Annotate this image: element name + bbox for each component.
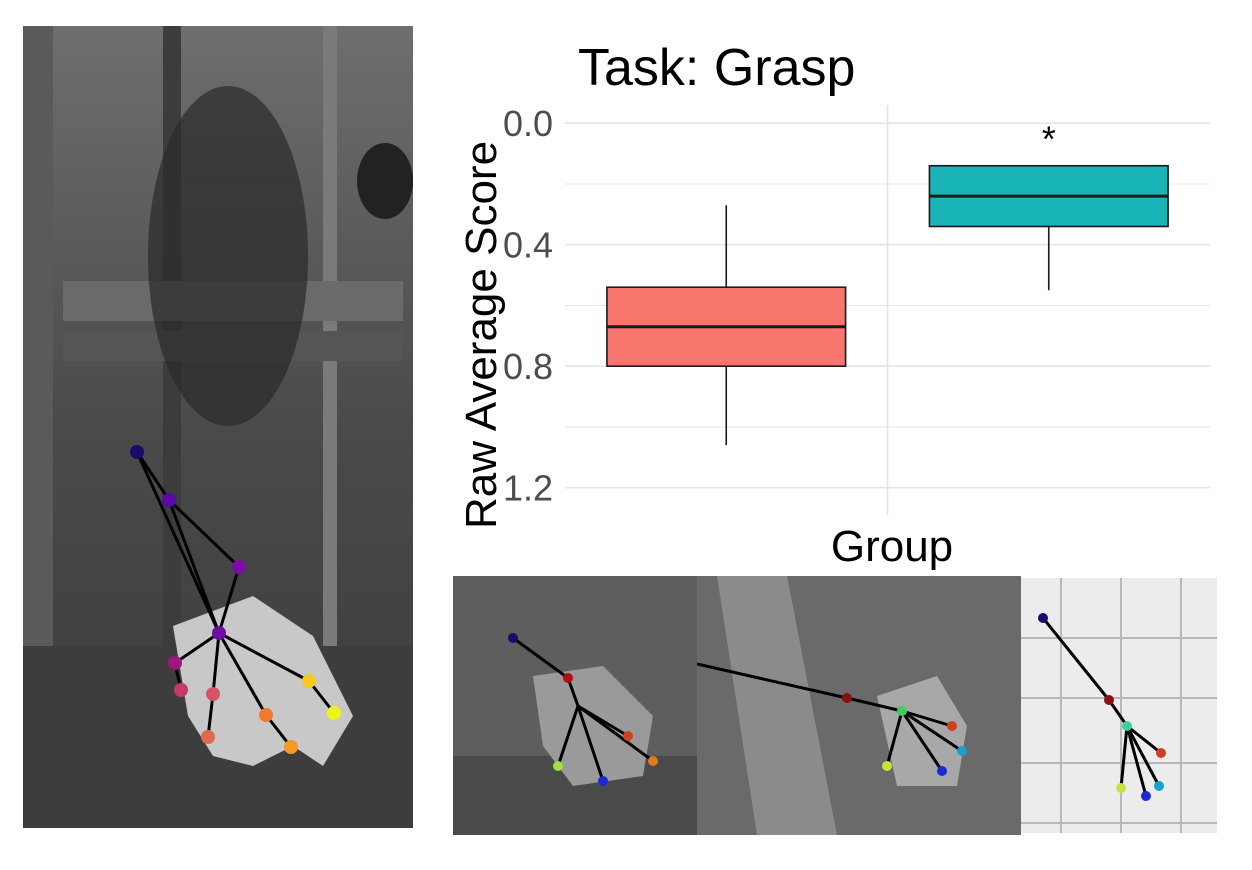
y-axis-label: Raw Average Score [457,141,506,529]
y-tick-label: 0.8 [503,346,553,387]
animal-body [148,86,308,426]
significance-marker: * [1042,119,1056,160]
thumb-keypoints [1038,613,1166,801]
box-plot-chart: Task: Grasp Group Raw Average Score 0.0 0… [440,20,1240,580]
thumb-2 [697,576,1021,835]
thumb-paw [877,676,967,786]
box-group: * [928,119,1169,291]
y-tick-label: 0.0 [503,103,553,144]
y-tick-label: 1.2 [503,468,553,509]
thumb-bar [717,576,837,835]
y-tick-labels: 0.0 0.4 0.8 1.2 [503,103,553,508]
keypoints [130,445,341,754]
thumb-skeleton [512,636,654,782]
thumb-3 [1021,578,1217,833]
thumb-grid [1021,578,1217,833]
thumb-1 [453,576,697,835]
box-group [606,205,847,446]
boxes: * [606,119,1169,446]
y-tick-label: 0.4 [503,225,553,266]
eye [357,143,413,219]
thumb-background [1021,578,1217,833]
chart-svg: Task: Grasp Group Raw Average Score 0.00… [457,39,1210,571]
thumb-skeleton [1041,617,1162,797]
x-axis-label: Group [831,522,953,571]
thumb-2-svg [697,576,1021,835]
thumb-1-svg [453,576,697,835]
left-paw-photo [23,26,413,828]
paw-photo-svg [23,26,413,828]
thumb-3-svg [1021,578,1217,833]
thumb-keypoints [842,693,967,776]
thumb-paw [533,666,653,786]
thumb-keypoints [508,633,658,786]
thumb-skeleton [697,662,963,772]
chart-title: Task: Grasp [578,39,855,97]
